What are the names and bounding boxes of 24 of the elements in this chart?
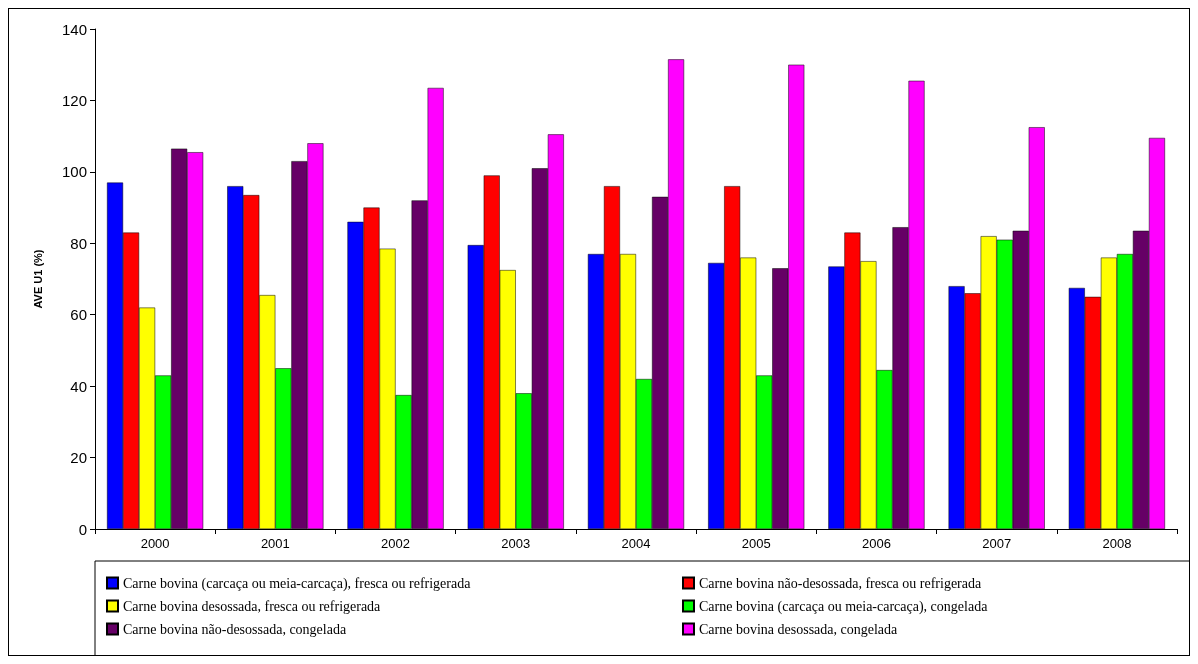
y-tick-label: 40 [70, 377, 87, 395]
legend-label: Carne bovina desossada, fresca ou refrigerada [123, 598, 382, 614]
legend-label: Carne bovina não-desossada, fresca ou refrigerada [699, 575, 982, 591]
y-tick-label: 80 [70, 234, 87, 252]
y-tick-label: 140 [61, 20, 87, 38]
x-tick-label: 2004 [621, 536, 651, 551]
y-tick-label: 120 [61, 91, 87, 109]
x-tick-label: 2008 [1102, 536, 1132, 551]
y-axis-title: AVE U1 (%) [31, 249, 44, 309]
x-tick-label: 2000 [140, 536, 170, 551]
x-tick-label: 2005 [741, 536, 771, 551]
y-tick-label: 60 [70, 306, 87, 324]
x-tick-label: 2006 [861, 536, 891, 551]
legend-label: Carne bovina (carcaça ou meia-carcaça), fresca ou refrigerada [123, 575, 472, 592]
x-tick-label: 2002 [381, 536, 411, 551]
legend-label: Carne bovina (carcaça ou meia-carcaça), congelada [699, 598, 989, 615]
y-tick-label: 20 [70, 449, 87, 467]
y-tick-label: 0 [78, 520, 87, 538]
legend-label: Carne bovina desossada, congelada [699, 621, 899, 637]
x-tick-label: 2003 [501, 536, 531, 551]
x-tick-label: 2001 [260, 536, 290, 551]
x-tick-label: 2007 [982, 536, 1012, 551]
legend-label: Carne bovina não-desossada, congelada [123, 621, 347, 637]
y-tick-label: 100 [61, 163, 87, 181]
